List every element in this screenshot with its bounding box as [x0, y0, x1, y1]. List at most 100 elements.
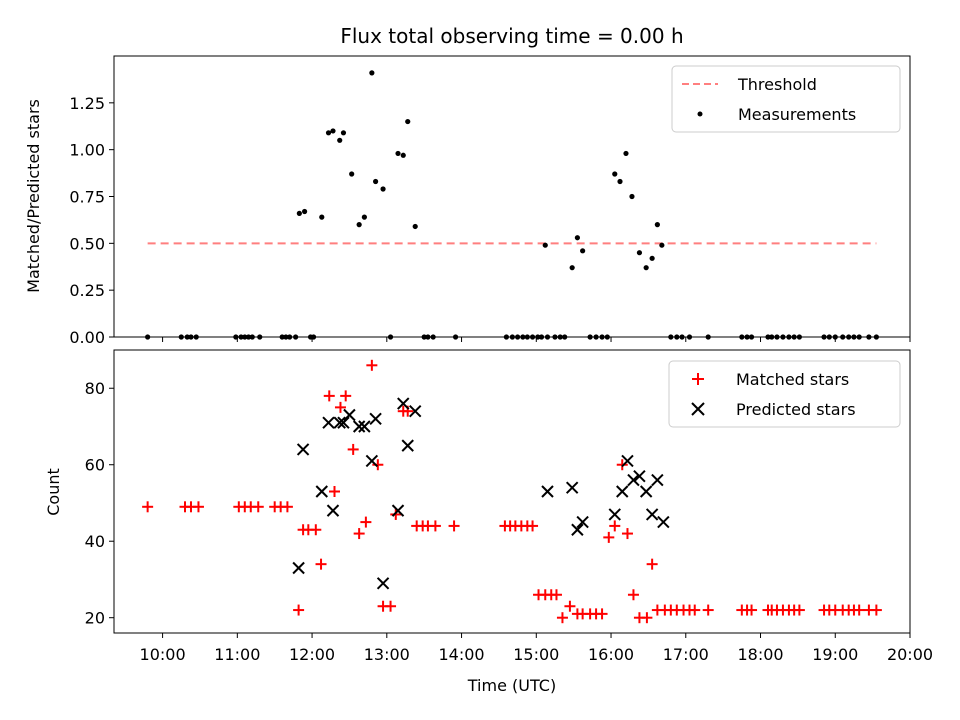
matched-star-point — [621, 528, 633, 540]
measurement-point — [654, 222, 660, 228]
x-tick-label: 16:00 — [588, 645, 634, 664]
x-tick-label: 17:00 — [663, 645, 709, 664]
predicted-star-point — [369, 412, 382, 426]
matched-star-point — [793, 604, 805, 616]
top-y-ticks: 0.00 0.25 0.50 0.75 1.00 1.25 — [69, 94, 114, 347]
predicted-star-point — [627, 473, 640, 487]
predicted-star-point — [571, 523, 584, 536]
predicted-star-point — [645, 508, 659, 521]
matched-star-point — [641, 612, 653, 624]
x-tick-label: 10:00 — [140, 645, 186, 664]
predicted-star-point — [576, 515, 589, 529]
legend-predicted-swatch — [691, 402, 705, 416]
matched-star-point — [366, 359, 378, 371]
measurement-point — [542, 242, 548, 248]
matched-star-point — [527, 520, 539, 532]
matched-star-point — [746, 604, 758, 616]
measurement-point — [372, 178, 379, 185]
legend-matched-swatch — [692, 373, 704, 385]
predicted-star-point — [657, 515, 670, 529]
matched-star-point — [596, 608, 608, 620]
measurement-point — [405, 118, 411, 125]
matched-star-point — [252, 501, 264, 513]
chart-title: Flux total observing time = 0.00 h — [340, 24, 683, 48]
matched-star-point — [347, 443, 359, 455]
measurement-point — [395, 150, 401, 157]
measurement-point — [301, 208, 308, 215]
x-tick-label: 12:00 — [289, 645, 335, 664]
measurement-point — [569, 265, 575, 271]
predicted-star-point — [365, 454, 379, 468]
measurement-point — [400, 152, 406, 158]
top-y-tick-label: 1.00 — [69, 141, 105, 160]
matched-star-point — [334, 401, 346, 413]
matched-star-point — [853, 604, 865, 616]
matched-star-point — [328, 486, 340, 497]
predicted-star-point — [343, 408, 356, 422]
legend-matched-label: Matched stars — [736, 370, 849, 389]
predicted-star-point — [651, 473, 664, 487]
legend-threshold-label: Threshold — [737, 75, 817, 94]
matched-star-point — [353, 528, 365, 540]
matched-star-point — [315, 558, 327, 570]
predicted-star-point — [296, 443, 310, 456]
top-y-tick-label: 1.25 — [69, 94, 105, 113]
measurement-point — [330, 128, 336, 134]
measurement-point — [643, 265, 649, 271]
x-tick-label: 13:00 — [364, 645, 410, 664]
matched-star-point — [340, 390, 352, 402]
matched-star-point — [360, 516, 372, 528]
measurement-point — [649, 255, 655, 261]
bottom-y-tick-label: 40 — [85, 532, 105, 551]
x-tick-label: 11:00 — [214, 645, 260, 664]
x-tick-label: 20:00 — [887, 645, 933, 664]
matched-star-point — [870, 604, 882, 616]
measurement-point — [296, 210, 302, 216]
measurement-point — [659, 242, 665, 248]
matched-star-point — [372, 459, 384, 471]
legend-predicted-label: Predicted stars — [736, 400, 856, 419]
matched-star-point — [603, 531, 615, 543]
predicted-star-point — [565, 481, 579, 494]
predicted-star-point — [326, 504, 340, 517]
top-legend: Threshold Measurements — [671, 65, 901, 133]
measurement-point — [337, 137, 343, 143]
bottom-y-ticks: 20 40 60 80 — [85, 379, 114, 628]
predicted-star-point — [337, 416, 350, 429]
predicted-star-point — [608, 508, 621, 521]
bottom-legend: Matched stars Predicted stars — [668, 360, 901, 428]
matched-star-point — [448, 520, 460, 532]
matched-star-point — [293, 604, 305, 616]
predicted-star-point — [541, 485, 554, 498]
legend-measurements-swatch — [697, 111, 703, 117]
bottom-y-tick-label: 20 — [85, 609, 105, 628]
top-legend-box — [671, 65, 901, 133]
matched-star-point — [390, 508, 402, 520]
x-axis-label: Time (UTC) — [467, 676, 556, 695]
predicted-star-point — [333, 416, 346, 429]
measurement-point — [574, 235, 580, 241]
x-tick-label: 18:00 — [737, 645, 783, 664]
predicted-star-point — [292, 561, 305, 575]
bottom-legend-box — [668, 360, 901, 428]
predicted-star-point — [633, 469, 646, 483]
measurement-point — [361, 214, 367, 220]
bottom-marks — [142, 359, 882, 624]
top-x-ticks — [162, 337, 911, 342]
measurement-point — [349, 171, 355, 177]
matched-star-point — [550, 589, 562, 601]
measurement-point — [325, 130, 332, 136]
top-y-tick-label: 0.75 — [69, 188, 105, 207]
bottom-x-ticks: 10:00 11:00 12:00 13:00 14:00 15:00 16:00 17:00… — [140, 633, 933, 664]
predicted-star-point — [352, 420, 366, 433]
predicted-star-point — [621, 454, 634, 468]
matched-star-point — [192, 501, 204, 513]
top-y-tick-label: 0.00 — [69, 328, 105, 347]
measurement-point — [340, 130, 347, 136]
measurement-point — [636, 250, 643, 256]
predicted-star-point — [358, 420, 371, 433]
matched-star-point — [627, 589, 639, 601]
measurement-point — [612, 171, 618, 177]
matched-star-point — [429, 520, 441, 532]
